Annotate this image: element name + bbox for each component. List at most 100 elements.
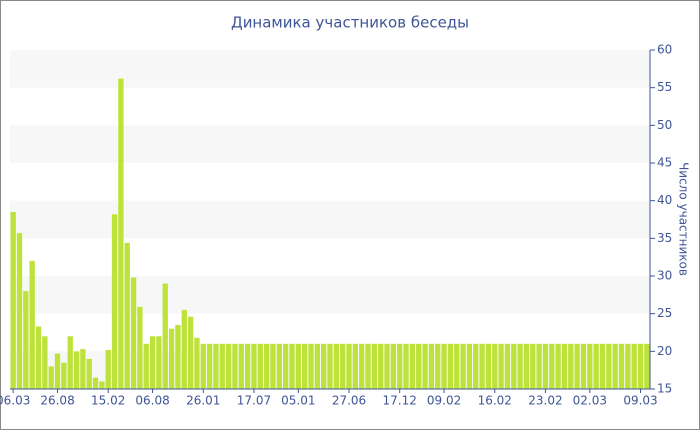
- bar: [213, 343, 219, 389]
- bar: [321, 343, 327, 389]
- bar: [105, 349, 111, 389]
- y-tick-label: 30: [657, 269, 672, 283]
- bar: [511, 343, 517, 389]
- bar: [295, 343, 301, 389]
- bar: [397, 343, 403, 389]
- bar: [80, 349, 86, 389]
- y-tick-label: 20: [657, 344, 672, 358]
- bar: [460, 343, 466, 389]
- bar: [416, 343, 422, 389]
- x-tick-label: 05.01: [281, 394, 315, 408]
- bar: [29, 260, 35, 389]
- y-tick-label: 60: [657, 43, 672, 57]
- bar: [232, 343, 238, 389]
- x-tick-label: 02.03: [573, 394, 607, 408]
- bar: [130, 277, 137, 389]
- bar: [168, 328, 175, 389]
- bar: [16, 233, 23, 389]
- bar: [143, 343, 149, 389]
- x-tick-label: 06.08: [135, 394, 169, 408]
- bar: [555, 343, 561, 389]
- y-tick-label: 25: [657, 306, 672, 320]
- x-tick-label: 06.03: [0, 394, 30, 408]
- y-tick-label: 55: [657, 80, 672, 94]
- bar: [447, 343, 454, 389]
- bar: [352, 343, 359, 389]
- bar: [282, 343, 289, 389]
- bar: [549, 343, 555, 389]
- bar: [111, 214, 118, 389]
- bar: [618, 343, 625, 389]
- bar: [187, 316, 194, 389]
- bar: [308, 343, 314, 389]
- bar: [454, 343, 460, 389]
- bar: [359, 343, 365, 389]
- x-tick-label: 23.02: [528, 394, 562, 408]
- x-tick-label: 17.12: [383, 394, 417, 408]
- grid-band: [10, 125, 650, 163]
- bar: [587, 343, 593, 389]
- bar: [333, 343, 339, 389]
- bar: [403, 343, 409, 389]
- bar: [92, 377, 99, 389]
- bar: [225, 343, 232, 389]
- x-tick-label: 27.06: [332, 394, 366, 408]
- bar: [23, 291, 29, 389]
- bar: [625, 343, 631, 389]
- bar: [206, 343, 213, 389]
- bar: [523, 343, 530, 389]
- bar: [346, 343, 352, 389]
- bar: [536, 343, 542, 389]
- bar: [181, 309, 187, 389]
- bar: [574, 343, 580, 389]
- bar: [498, 343, 504, 389]
- bar: [466, 343, 473, 389]
- y-axis-label: Число участников: [677, 162, 691, 276]
- y-tick-label: 50: [657, 118, 672, 132]
- bar: [504, 343, 511, 389]
- bar: [251, 343, 257, 389]
- bar: [257, 343, 263, 389]
- bar: [61, 362, 67, 389]
- bar: [340, 343, 346, 389]
- bar: [35, 326, 42, 389]
- bar: [263, 343, 270, 389]
- bar: [10, 211, 16, 389]
- bar: [530, 343, 536, 389]
- bar: [390, 343, 397, 389]
- y-tick-label: 35: [657, 231, 672, 245]
- bar: [289, 343, 295, 389]
- x-tick-label: 17.07: [237, 394, 271, 408]
- bar: [435, 343, 441, 389]
- bar: [238, 343, 244, 389]
- bar: [542, 343, 549, 389]
- bar: [276, 343, 282, 389]
- bar: [365, 343, 371, 389]
- bar: [327, 343, 333, 389]
- bar: [219, 343, 225, 389]
- x-tick-label: 26.01: [186, 394, 220, 408]
- chart-title: Динамика участников беседы: [231, 14, 469, 32]
- bar: [561, 343, 568, 389]
- bar: [422, 343, 428, 389]
- bar: [244, 343, 251, 389]
- x-tick-label: 09.02: [427, 394, 461, 408]
- grid-band: [10, 200, 650, 239]
- bar: [428, 343, 435, 389]
- bar: [409, 343, 416, 389]
- bar: [473, 343, 479, 389]
- bar: [644, 343, 650, 389]
- grid-band: [10, 50, 650, 88]
- bar: [637, 343, 644, 389]
- bar: [580, 343, 587, 389]
- bar: [568, 343, 574, 389]
- bar: [479, 343, 485, 389]
- bar: [301, 343, 308, 389]
- bar: [48, 366, 54, 389]
- bar: [593, 343, 599, 389]
- y-tick-label: 40: [657, 193, 672, 207]
- bar: [156, 336, 162, 389]
- bar: [517, 343, 523, 389]
